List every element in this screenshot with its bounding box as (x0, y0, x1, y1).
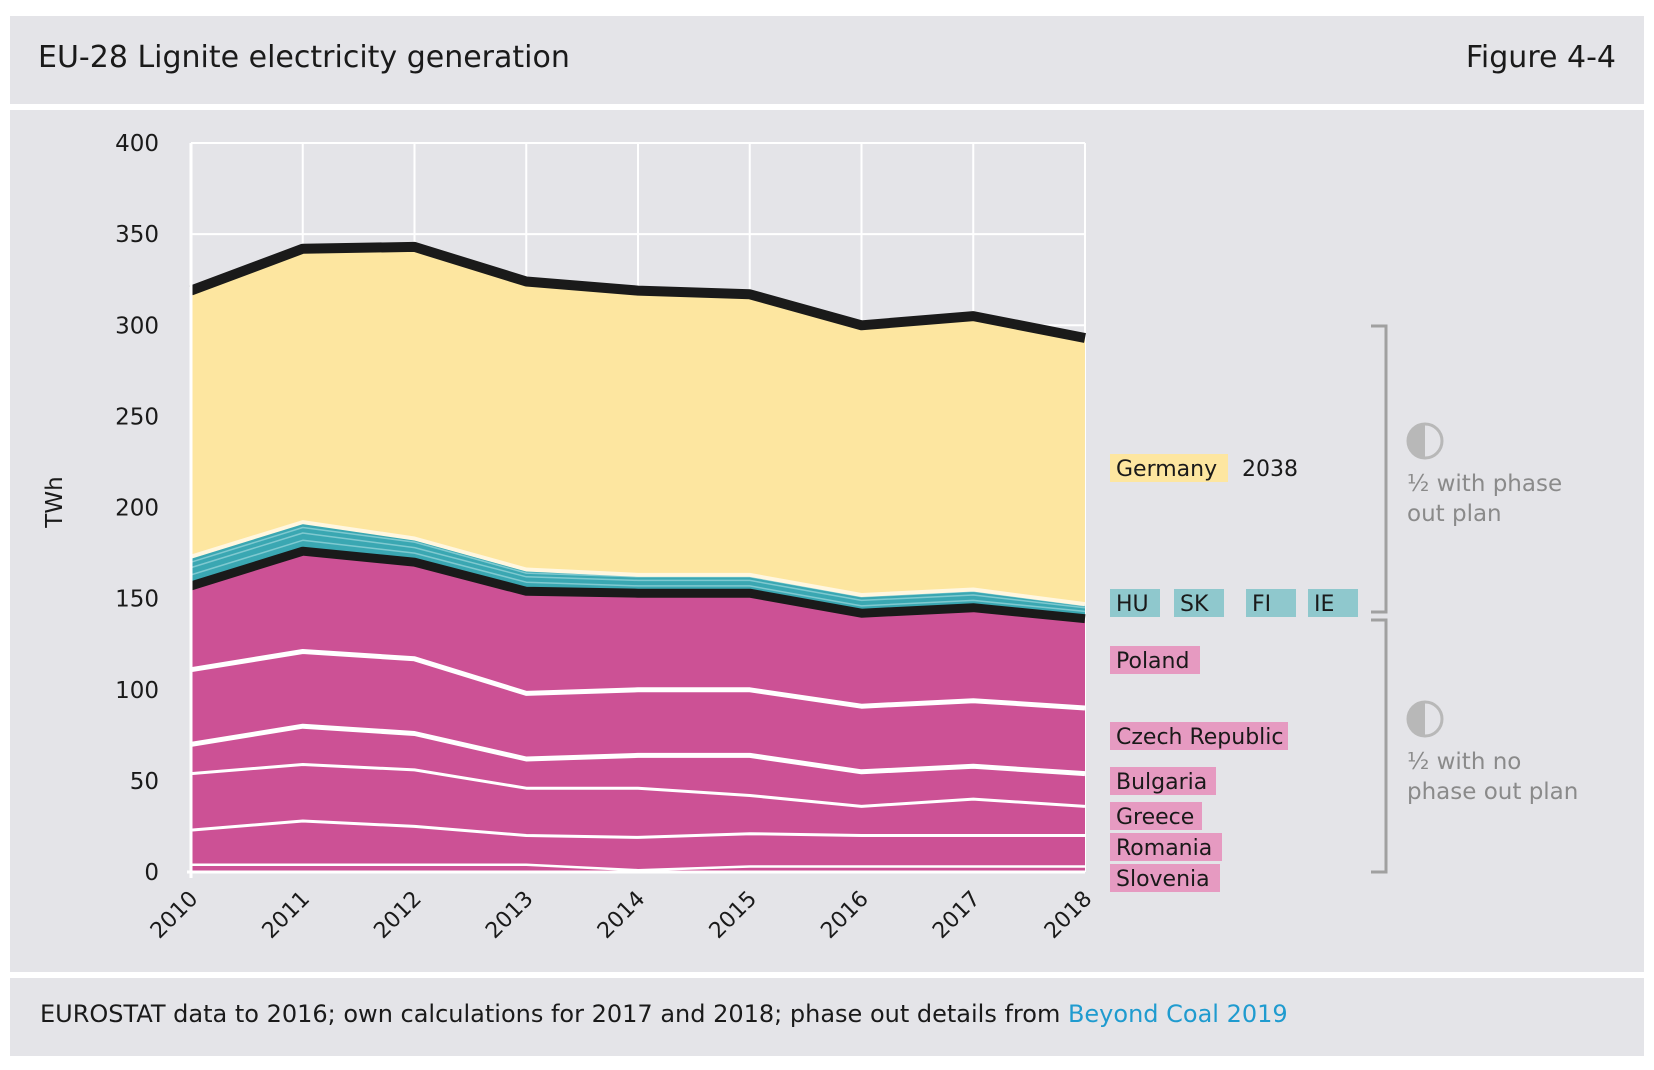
y-tick-label: 250 (115, 404, 159, 430)
label-germany-year: 2038 (1242, 457, 1298, 482)
label-fi: FI (1246, 589, 1296, 617)
label-ie: IE (1308, 589, 1358, 617)
label-poland: Poland (1110, 646, 1200, 674)
bracket-with-plan (1371, 324, 1388, 614)
source-link[interactable]: Beyond Coal 2019 (1067, 1000, 1288, 1028)
series-separators (189, 241, 1086, 872)
area-germany (191, 246, 1085, 605)
header-bar: EU-28 Lignite electricity generation Fig… (10, 16, 1644, 104)
label-germany: Germany (1110, 454, 1228, 482)
x-tick-label: 2016 (816, 887, 873, 944)
source-text: EUROSTAT data to 2016; own calculations … (40, 1000, 1068, 1028)
boundary-poland (189, 546, 1086, 624)
bracket-no-plan (1371, 618, 1388, 874)
x-tick-label: 2017 (928, 887, 985, 944)
area-czech-republic (191, 651, 1085, 774)
label-czech-republic: Czech Republic (1110, 722, 1288, 750)
phase-out-brackets: ½ with phase out plan ½ with no phase out p… (1371, 324, 1578, 874)
label-greece: Greece (1110, 802, 1202, 830)
area-greece (191, 764, 1085, 838)
area-layers (191, 246, 1085, 872)
boundary-germany (189, 241, 1086, 343)
boundary-sk (190, 532, 1086, 609)
boundary-greece (190, 763, 1086, 808)
y-tick-label: 100 (115, 678, 159, 704)
area-bulgaria (191, 726, 1085, 807)
x-tick-label: 2010 (146, 887, 203, 944)
svg-text:Poland: Poland (1116, 649, 1189, 674)
svg-text:Slovenia: Slovenia (1116, 867, 1210, 892)
y-tick-label: 300 (115, 313, 159, 339)
boundary-czech-republic (190, 649, 1086, 711)
boundary-ie (190, 520, 1086, 607)
x-tick-label: 2012 (369, 887, 426, 944)
half-circle-icon (1406, 700, 1444, 738)
y-tick-label: 200 (115, 496, 159, 522)
svg-text:Bulgaria: Bulgaria (1116, 770, 1207, 795)
figure-number: Figure 4-4 (1465, 40, 1616, 75)
svg-text:Czech Republic: Czech Republic (1116, 725, 1284, 750)
label-bulgaria: Bulgaria (1110, 767, 1216, 795)
y-tick-label: 150 (115, 587, 159, 613)
svg-text:HU: HU (1116, 592, 1149, 617)
source-note: EUROSTAT data to 2016; own calculations … (40, 1000, 1288, 1028)
x-tick-label: 2011 (258, 887, 315, 944)
y-tick-labels: 0 50 100 150 200 250 300 350 400 (115, 131, 159, 886)
svg-text:SK: SK (1180, 592, 1209, 617)
bracket-text-no-plan: phase out plan (1407, 779, 1578, 805)
boundary-slovenia (191, 863, 1085, 872)
label-slovenia: Slovenia (1110, 864, 1220, 892)
x-tick-label: 2014 (593, 887, 650, 944)
svg-text:Romania: Romania (1116, 836, 1212, 861)
x-tick-labels: 2010 2011 2012 2013 2014 2015 2016 2017 2018 (146, 887, 1097, 944)
boundary-romania (190, 819, 1085, 839)
y-tick-label: 50 (130, 769, 159, 795)
label-romania: Romania (1110, 833, 1222, 861)
x-tick-label: 2015 (705, 887, 762, 944)
y-axis-label: TWh (42, 476, 68, 528)
chart-title: EU-28 Lignite electricity generation (38, 40, 570, 75)
x-tick-label: 2013 (481, 887, 538, 944)
bracket-text-no-plan: ½ with no (1407, 749, 1521, 775)
footer-bar: EUROSTAT data to 2016; own calculations … (10, 978, 1644, 1056)
bracket-text-plan: out plan (1407, 501, 1502, 527)
svg-text:Greece: Greece (1116, 805, 1194, 830)
x-tick-label: 2018 (1040, 887, 1097, 944)
boundary-bulgaria (190, 723, 1086, 777)
bracket-text-plan: ½ with phase (1407, 471, 1562, 497)
label-hu: HU (1110, 589, 1160, 617)
boundary-hu (190, 539, 1086, 613)
area-poland (191, 551, 1085, 708)
y-tick-label: 400 (115, 131, 159, 157)
area-romania (191, 821, 1085, 871)
half-circle-icon (1406, 422, 1444, 460)
label-sk: SK (1174, 589, 1224, 617)
svg-text:FI: FI (1252, 592, 1271, 617)
y-tick-label: 0 (144, 860, 159, 886)
svg-text:Germany: Germany (1116, 457, 1217, 482)
y-tick-label: 350 (115, 222, 159, 248)
svg-text:IE: IE (1314, 592, 1334, 617)
